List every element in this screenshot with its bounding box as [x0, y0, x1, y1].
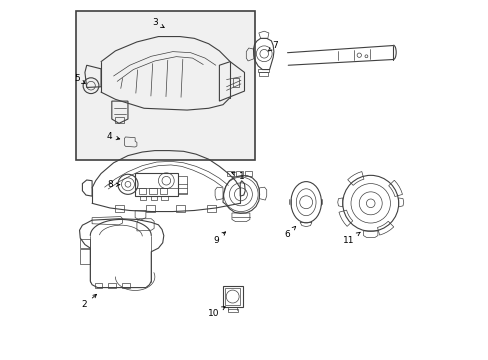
- Text: 11: 11: [343, 232, 359, 245]
- Bar: [223, 286, 242, 307]
- Bar: [108, 283, 116, 288]
- Text: 4: 4: [106, 132, 120, 141]
- Bar: [80, 239, 90, 248]
- Bar: [150, 196, 157, 200]
- Bar: [227, 309, 237, 312]
- Bar: [233, 78, 239, 87]
- Bar: [149, 188, 156, 194]
- Text: 8: 8: [108, 180, 120, 189]
- Bar: [258, 72, 267, 76]
- Bar: [176, 205, 185, 212]
- Text: 9: 9: [212, 232, 225, 245]
- Bar: [161, 196, 167, 200]
- Bar: [76, 12, 255, 160]
- Bar: [140, 196, 146, 200]
- Bar: [115, 117, 124, 123]
- Text: 5: 5: [74, 75, 85, 84]
- Bar: [139, 188, 145, 194]
- Bar: [258, 69, 268, 72]
- Text: 2: 2: [81, 294, 96, 309]
- Bar: [135, 173, 178, 196]
- Bar: [145, 205, 155, 212]
- Bar: [227, 171, 233, 176]
- Text: 6: 6: [284, 226, 295, 239]
- Bar: [115, 205, 124, 212]
- Bar: [206, 205, 215, 212]
- Text: 7: 7: [268, 41, 277, 51]
- Bar: [94, 283, 102, 288]
- Text: 1: 1: [231, 172, 244, 181]
- Bar: [178, 176, 187, 194]
- Bar: [122, 283, 129, 288]
- Bar: [80, 249, 90, 264]
- Text: 3: 3: [152, 18, 164, 28]
- Text: 10: 10: [207, 307, 224, 318]
- Bar: [160, 188, 167, 194]
- Bar: [236, 171, 242, 176]
- Bar: [244, 171, 251, 176]
- Bar: [225, 288, 239, 305]
